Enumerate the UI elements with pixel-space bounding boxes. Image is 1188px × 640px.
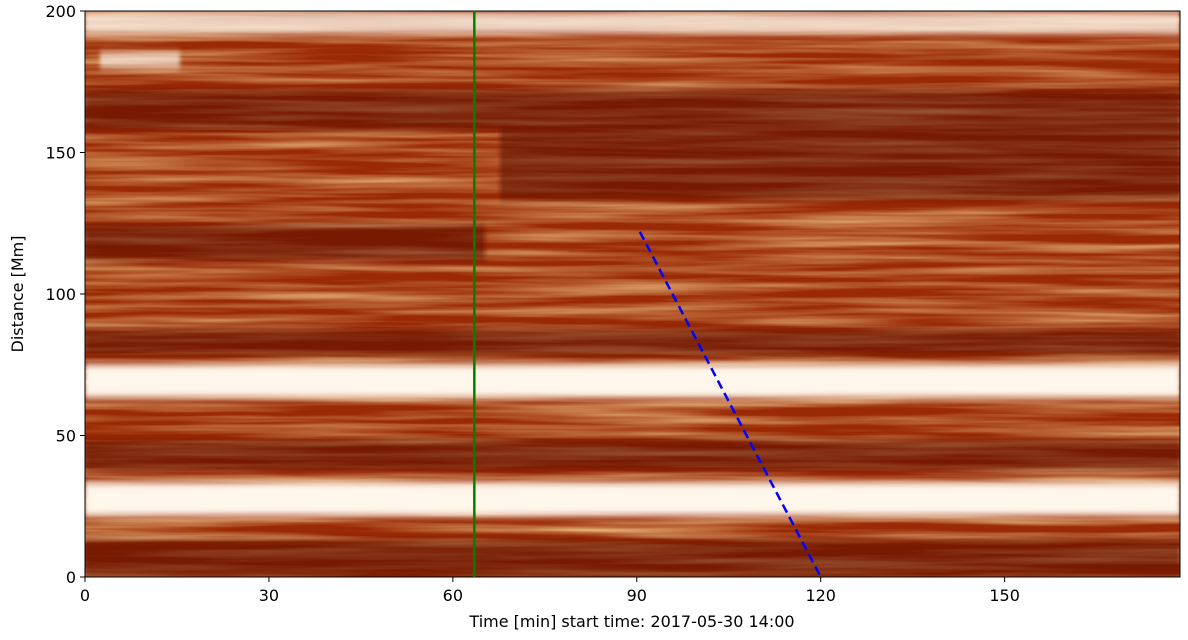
y-tick-label: 100 [45, 285, 76, 304]
y-tick-label: 200 [45, 2, 76, 21]
x-tick-label: 90 [627, 586, 647, 605]
x-axis-label: Time [min] start time: 2017-05-30 14:00 [468, 612, 794, 631]
y-tick-label: 0 [66, 568, 76, 587]
image-background [85, 11, 1180, 577]
y-tick-label: 150 [45, 144, 76, 163]
x-tick-label: 0 [80, 586, 90, 605]
x-tick-label: 150 [989, 586, 1020, 605]
y-tick-label: 50 [56, 427, 76, 446]
line-series [638, 231, 822, 578]
x-tick-label: 60 [443, 586, 463, 605]
y-axis-label: Distance [Mm] [8, 236, 27, 353]
x-tick-label: 120 [805, 586, 836, 605]
x-tick-label: 30 [259, 586, 279, 605]
